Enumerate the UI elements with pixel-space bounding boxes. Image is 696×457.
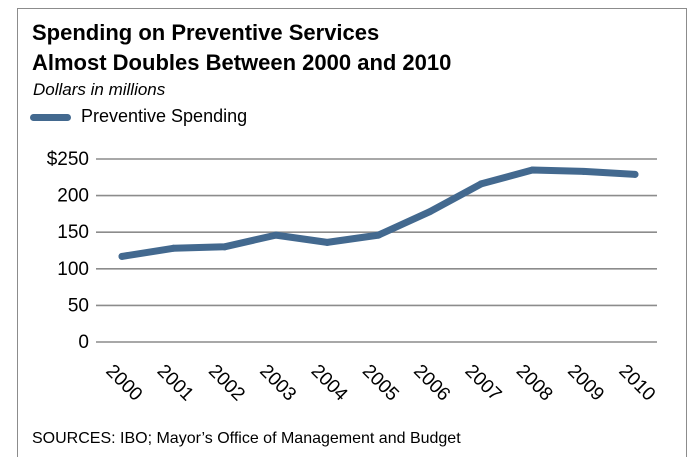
data-point	[426, 208, 434, 216]
y-tick-label: $250	[47, 149, 89, 170]
y-tick-label: 100	[57, 259, 89, 280]
data-point	[221, 243, 229, 251]
x-tick-label: 2005	[358, 361, 403, 406]
data-point	[118, 252, 126, 260]
data-point	[272, 231, 280, 239]
x-tick-label: 2009	[563, 361, 608, 406]
x-tick-label: 2008	[512, 361, 557, 406]
data-point	[580, 167, 588, 175]
x-tick-label: 2010	[614, 361, 659, 406]
x-tick-label: 2003	[255, 361, 300, 406]
y-tick-label: 50	[68, 295, 89, 316]
x-tick-label: 2000	[101, 361, 146, 406]
legend-label: Preventive Spending	[81, 106, 248, 126]
chart-subtitle: Dollars in millions	[33, 80, 166, 99]
data-point	[375, 231, 382, 239]
chart-title-line-1: Spending on Preventive Services	[32, 20, 380, 45]
x-tick-label: 2002	[204, 361, 249, 406]
series-line	[118, 166, 639, 260]
data-point	[323, 238, 331, 246]
chart-frame	[17, 8, 687, 457]
source-note: SOURCES: IBO; Mayor’s Office of Manageme…	[32, 430, 461, 447]
x-tick-label: 2007	[461, 361, 506, 406]
y-tick-label: 150	[57, 222, 89, 243]
y-tick-label: 200	[57, 186, 89, 207]
data-point	[169, 244, 177, 252]
data-point	[631, 170, 639, 178]
data-point	[477, 180, 485, 188]
x-tick-label: 2006	[409, 361, 454, 406]
legend-swatch	[30, 114, 71, 121]
x-tick-label: 2004	[307, 361, 352, 406]
x-tick-label: 2001	[153, 361, 198, 406]
chart-title-line-2: Almost Doubles Between 2000 and 2010	[32, 50, 452, 75]
data-point	[528, 166, 536, 174]
y-tick-label: 0	[78, 332, 89, 353]
